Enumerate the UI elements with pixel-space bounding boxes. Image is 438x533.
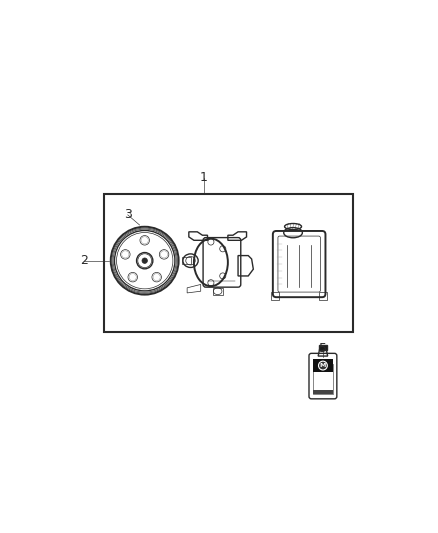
- Bar: [313, 365, 333, 394]
- Bar: [313, 390, 333, 394]
- Bar: [313, 359, 333, 372]
- Text: 5: 5: [319, 342, 327, 356]
- Bar: [271, 293, 279, 300]
- Circle shape: [318, 361, 327, 370]
- Bar: [319, 293, 327, 300]
- Bar: [319, 344, 327, 350]
- Text: 2: 2: [80, 254, 88, 267]
- Text: 1: 1: [200, 171, 208, 184]
- Text: M: M: [320, 363, 326, 368]
- Bar: [212, 288, 223, 295]
- Bar: [182, 257, 191, 264]
- Bar: [104, 195, 353, 332]
- Text: 3: 3: [124, 208, 132, 221]
- Circle shape: [142, 258, 148, 263]
